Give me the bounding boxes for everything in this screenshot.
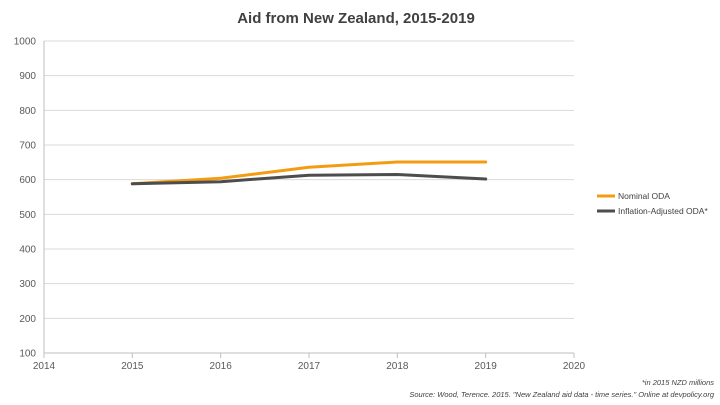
x-tick-labels: 2014 2015 2016 2017 2018 2019 2020 (33, 361, 586, 372)
y-tick-label: 900 (19, 71, 36, 82)
y-tick-label: 200 (19, 314, 36, 325)
y-tick-label: 500 (19, 210, 36, 221)
x-tick-label: 2020 (563, 361, 586, 372)
legend-label: Inflation-Adjusted ODA* (618, 206, 708, 216)
x-tick-label: 2014 (33, 361, 56, 372)
y-tick-label: 100 (19, 349, 36, 360)
x-tick-label: 2015 (121, 361, 144, 372)
y-tick-labels: 100 200 300 400 500 600 700 800 900 1000 (14, 37, 37, 360)
series-line-1 (130, 160, 488, 186)
legend: Nominal ODA Inflation-Adjusted ODA* (597, 191, 708, 216)
axes (43, 41, 575, 358)
x-tick-label: 2019 (475, 361, 498, 372)
chart-title: Aid from New Zealand, 2015-2019 (237, 10, 475, 27)
y-tick-label: 400 (19, 245, 36, 256)
x-tick-label: 2017 (298, 361, 321, 372)
series-lines (130, 160, 488, 186)
legend-label: Nominal ODA (618, 191, 670, 201)
gridlines (44, 40, 574, 354)
series-line-2 (130, 173, 488, 186)
y-tick-label: 600 (19, 175, 36, 186)
y-tick-label: 1000 (14, 37, 37, 48)
y-tick-label: 300 (19, 279, 36, 290)
y-tick-label: 800 (19, 106, 36, 117)
x-tick-label: 2016 (210, 361, 233, 372)
x-tick-label: 2018 (386, 361, 409, 372)
unit-note: *in 2015 NZD millions (641, 378, 714, 387)
source-note: Source: Wood, Terence. 2015. "New Zealan… (409, 390, 714, 399)
y-tick-label: 700 (19, 141, 36, 152)
